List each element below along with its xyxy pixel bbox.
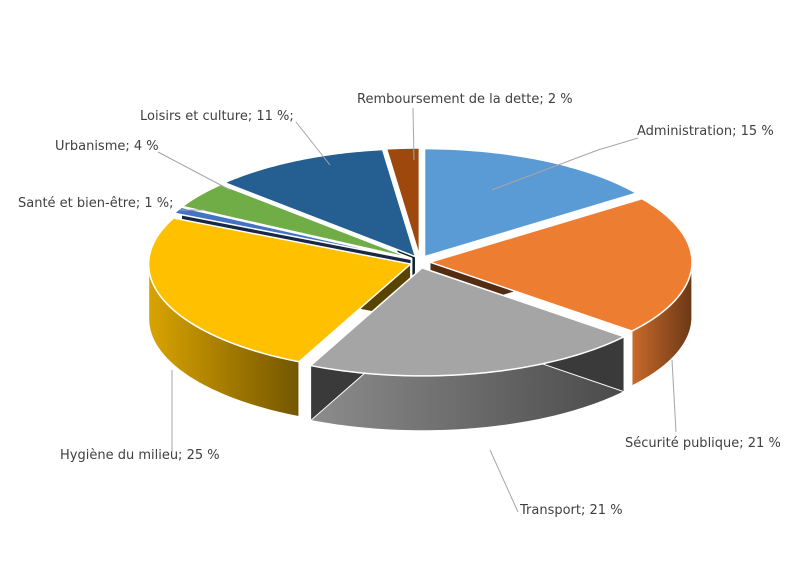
data-label-1: Sécurité publique; 21 % [625, 436, 781, 451]
pie-slice-7 [385, 147, 421, 257]
pie-slice-4 [172, 206, 412, 261]
pie-slice-5 [180, 183, 413, 260]
data-label-3: Hygiène du milieu; 25 % [60, 448, 220, 463]
leader-line-2 [489, 449, 519, 513]
pie-slice-6 [222, 148, 417, 258]
data-label-2: Transport; 21 % [519, 503, 623, 518]
pie-slice-2 [308, 267, 627, 377]
leader-line-6 [295, 121, 331, 166]
data-label-7: Remboursement de la dette; 2 % [357, 92, 573, 107]
leader-line-0 [491, 137, 639, 191]
data-label-4: Santé et bien-être; 1 %; [18, 196, 174, 211]
data-label-6: Loisirs et culture; 11 %; [140, 109, 294, 124]
data-label-0: Administration; 15 % [637, 124, 774, 139]
data-label-5: Urbanisme; 4 % [55, 139, 159, 154]
leader-line-7 [412, 107, 415, 161]
data-labels: Administration; 15 % Sécurité publique; 2… [18, 92, 781, 518]
leader-line-5 [157, 151, 231, 191]
pie-slice-1 [427, 197, 693, 332]
leader-line-1 [671, 359, 677, 433]
leader-lines [157, 107, 677, 513]
pie-slice-0 [423, 147, 639, 258]
pie-tops [147, 147, 693, 377]
pie-slice-3 [147, 217, 413, 363]
